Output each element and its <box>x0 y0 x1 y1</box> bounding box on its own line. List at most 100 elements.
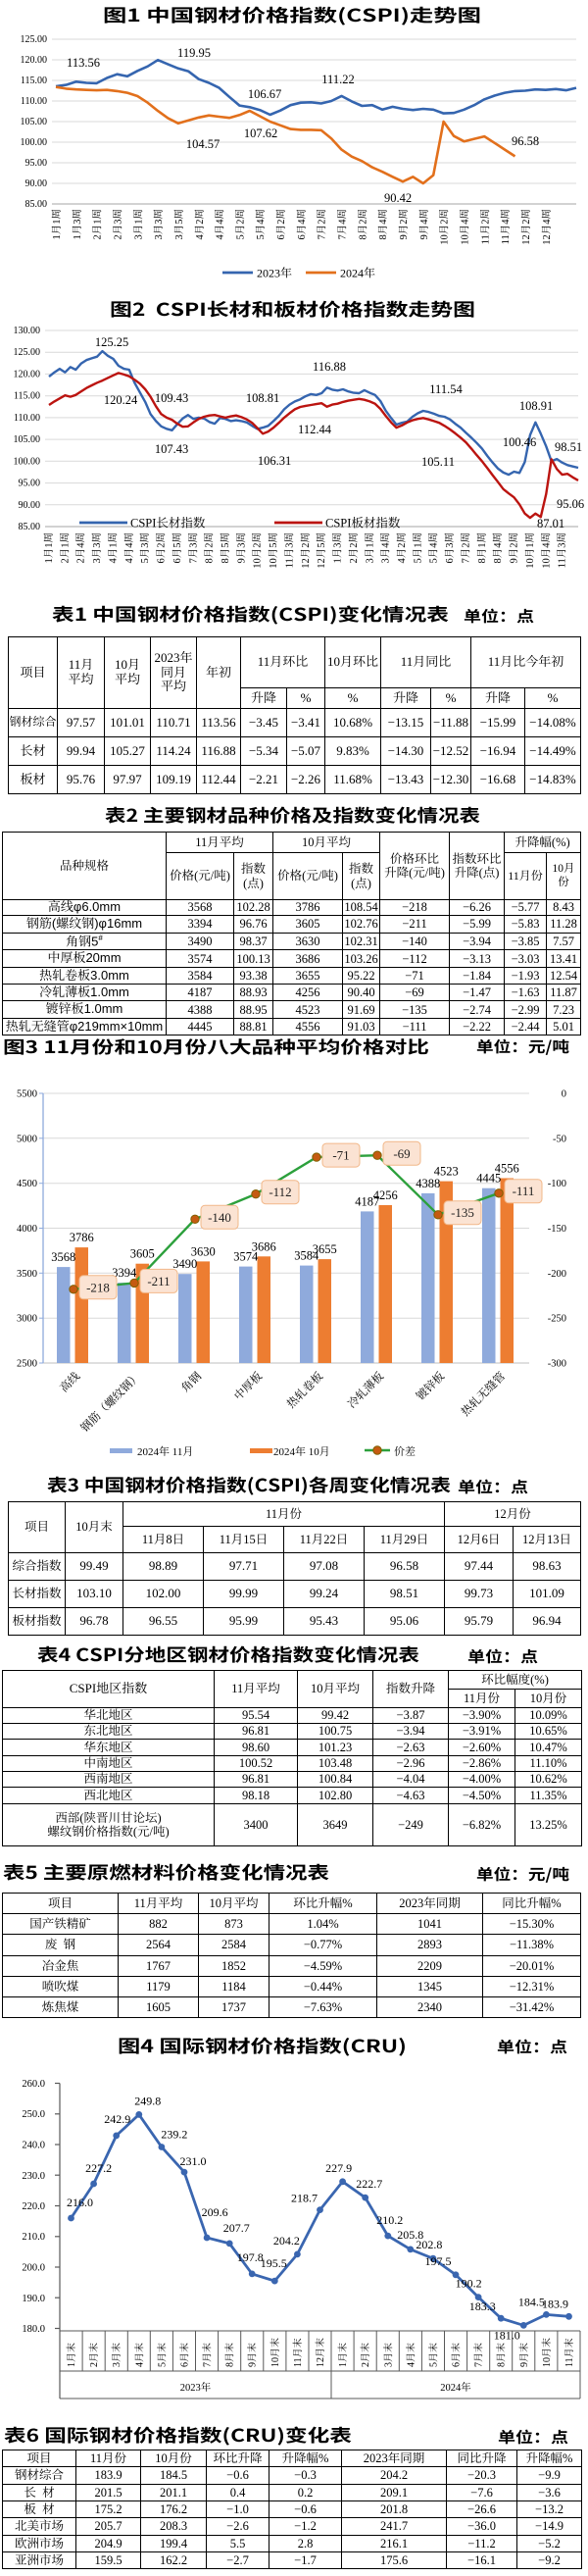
svg-text:12月2周: 12月2周 <box>520 209 532 245</box>
svg-text:-71: -71 <box>332 1148 349 1163</box>
svg-text:8月1周: 8月1周 <box>476 532 488 564</box>
svg-text:209.6: 209.6 <box>202 2205 228 2219</box>
svg-text:8月4周: 8月4周 <box>377 209 389 240</box>
svg-text:181.0: 181.0 <box>494 2328 520 2342</box>
svg-text:109.43: 109.43 <box>155 391 188 405</box>
svg-text:5月4周: 5月4周 <box>255 209 267 240</box>
svg-text:单位：元/吨: 单位：元/吨 <box>476 1863 570 1885</box>
svg-text:表6 国际钢材价格指数(CRU)变化表: 表6 国际钢材价格指数(CRU)变化表 <box>4 2424 352 2448</box>
svg-text:5月2周: 5月2周 <box>234 209 246 240</box>
svg-text:100.46: 100.46 <box>503 435 536 449</box>
svg-text:90.42: 90.42 <box>384 191 412 205</box>
svg-text:107.62: 107.62 <box>244 126 277 140</box>
svg-text:2024年: 2024年 <box>440 2382 471 2394</box>
svg-text:图1 中国钢材价格指数(CSPI)走势图: 图1 中国钢材价格指数(CSPI)走势图 <box>103 2 481 27</box>
svg-text:2月4周: 2月4周 <box>75 532 87 564</box>
svg-text:3490: 3490 <box>172 1257 197 1271</box>
svg-text:-300: -300 <box>548 1359 566 1370</box>
svg-text:3月3周: 3月3周 <box>91 532 103 564</box>
svg-text:120.24: 120.24 <box>104 393 138 407</box>
svg-text:11月3周: 11月3周 <box>284 532 296 568</box>
svg-text:120.00: 120.00 <box>21 55 48 66</box>
svg-text:108.91: 108.91 <box>519 399 553 413</box>
svg-text:190.0: 190.0 <box>22 2294 45 2304</box>
svg-text:4523: 4523 <box>434 1165 459 1179</box>
svg-text:1月1周: 1月1周 <box>43 532 55 564</box>
svg-text:6月末: 6月末 <box>451 2343 463 2367</box>
svg-text:热轧卷板: 热轧卷板 <box>284 1370 325 1411</box>
svg-text:3月末: 3月末 <box>382 2343 394 2367</box>
svg-text:115.00: 115.00 <box>21 76 47 86</box>
svg-text:角钢: 角钢 <box>179 1370 205 1395</box>
svg-text:240.0: 240.0 <box>22 2141 45 2151</box>
svg-text:-218: -218 <box>86 1280 110 1294</box>
svg-text:8月2周: 8月2周 <box>204 532 216 564</box>
svg-text:3568: 3568 <box>51 1250 75 1264</box>
svg-text:高线: 高线 <box>58 1370 83 1395</box>
svg-text:95.00: 95.00 <box>25 158 48 169</box>
svg-text:3月3周: 3月3周 <box>153 209 165 240</box>
svg-text:3655: 3655 <box>313 1242 337 1256</box>
svg-text:热轧无缝管: 热轧无缝管 <box>459 1370 508 1419</box>
svg-text:冷轧薄板: 冷轧薄板 <box>345 1370 386 1411</box>
svg-text:11月2周: 11月2周 <box>479 209 491 244</box>
svg-text:6月2周: 6月2周 <box>275 209 287 240</box>
svg-text:-112: -112 <box>269 1185 291 1199</box>
svg-text:5500: 5500 <box>17 1089 37 1100</box>
svg-text:222.7: 222.7 <box>356 2177 382 2191</box>
svg-text:87.01: 87.01 <box>537 517 564 530</box>
svg-text:239.2: 239.2 <box>161 2128 187 2142</box>
svg-text:4月4周: 4月4周 <box>123 532 135 564</box>
svg-text:260.0: 260.0 <box>22 2079 45 2090</box>
svg-text:3584: 3584 <box>294 1249 319 1263</box>
svg-text:210.0: 210.0 <box>22 2232 45 2243</box>
svg-text:11月4周: 11月4周 <box>500 209 512 244</box>
svg-text:105.00: 105.00 <box>21 117 48 127</box>
svg-text:4500: 4500 <box>17 1179 37 1189</box>
svg-text:110.00: 110.00 <box>21 96 47 107</box>
svg-text:12月2周: 12月2周 <box>300 532 312 569</box>
svg-text:1月3周: 1月3周 <box>72 209 83 240</box>
svg-text:1月3周: 1月3周 <box>332 532 344 564</box>
svg-text:12月末: 12月末 <box>315 2338 326 2367</box>
svg-text:图2 CSPI长材和板材价格指数走势图: 图2 CSPI长材和板材价格指数走势图 <box>110 296 475 322</box>
svg-text:6月2周: 6月2周 <box>156 532 168 564</box>
svg-text:8月2周: 8月2周 <box>357 209 368 240</box>
svg-text:105.00: 105.00 <box>14 434 41 445</box>
svg-text:200.0: 200.0 <box>22 2263 45 2274</box>
svg-text:-211: -211 <box>147 1274 170 1288</box>
svg-text:9月4周: 9月4周 <box>418 209 430 240</box>
svg-text:3574: 3574 <box>233 1250 259 1264</box>
svg-text:111.22: 111.22 <box>321 73 354 86</box>
svg-text:CSPI长材指数: CSPI长材指数 <box>130 517 206 530</box>
svg-text:1月末: 1月末 <box>66 2343 77 2367</box>
svg-text:10月4周: 10月4周 <box>540 532 552 569</box>
svg-text:119.95: 119.95 <box>177 46 211 60</box>
svg-text:195.5: 195.5 <box>261 2256 287 2270</box>
svg-text:90.00: 90.00 <box>25 178 48 189</box>
svg-text:3月末: 3月末 <box>111 2343 122 2367</box>
svg-text:2月3周: 2月3周 <box>113 209 124 240</box>
svg-text:7月末: 7月末 <box>473 2343 485 2367</box>
svg-text:2024年 10月: 2024年 10月 <box>273 1445 330 1458</box>
svg-text:100.00: 100.00 <box>14 456 41 467</box>
svg-text:图3 11月份和10月份八大品种平均价格对比: 图3 11月份和10月份八大品种平均价格对比 <box>3 1035 429 1059</box>
svg-text:CSPI板材指数: CSPI板材指数 <box>325 517 401 530</box>
svg-text:7月2周: 7月2周 <box>317 209 328 240</box>
svg-text:6月5周: 6月5周 <box>172 532 183 564</box>
svg-text:单位：点: 单位：点 <box>498 2426 568 2448</box>
svg-text:-200: -200 <box>548 1269 566 1280</box>
svg-text:112.44: 112.44 <box>298 423 332 436</box>
svg-text:-50: -50 <box>553 1134 566 1144</box>
svg-text:-111: -111 <box>513 1184 535 1198</box>
svg-text:3786: 3786 <box>70 1231 94 1244</box>
svg-text:183.3: 183.3 <box>469 2299 496 2313</box>
svg-text:231.0: 231.0 <box>180 2154 207 2168</box>
svg-text:2月末: 2月末 <box>88 2343 100 2367</box>
svg-text:表3 中国钢材价格指数(CSPI)各周变化情况表: 表3 中国钢材价格指数(CSPI)各周变化情况表 <box>47 1474 451 1497</box>
svg-text:5月3周: 5月3周 <box>139 532 151 564</box>
svg-text:115.00: 115.00 <box>14 391 40 402</box>
svg-text:-100: -100 <box>548 1179 566 1189</box>
svg-text:3月1周: 3月1周 <box>132 209 144 240</box>
svg-text:5000: 5000 <box>17 1134 37 1144</box>
